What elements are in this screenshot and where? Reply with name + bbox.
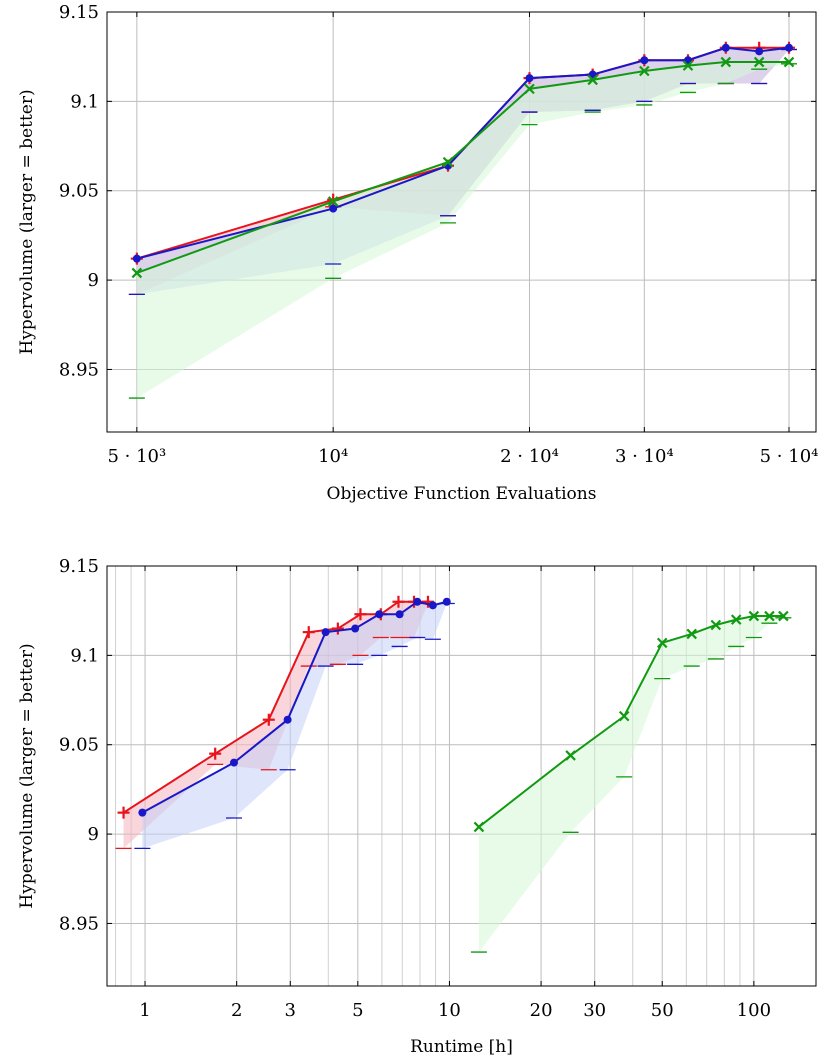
data-point-green (327, 196, 339, 207)
data-point-green (753, 56, 765, 68)
y-axis-title: Hypervolume (larger = better) (17, 643, 37, 908)
x-tick-label: 1 (139, 1000, 150, 1021)
data-point-blue (442, 597, 451, 606)
x-tick-label: 5 (352, 1000, 363, 1021)
x-tick-label: 100 (737, 1000, 771, 1021)
data-point-green (656, 637, 668, 649)
data-point-green (682, 60, 694, 71)
range-band-green (136, 62, 790, 399)
x-tick-label: 30 (583, 1000, 606, 1021)
series-line-red (123, 600, 428, 814)
x-tick-label: 10⁴ (318, 446, 348, 467)
range-band-blue (142, 601, 447, 849)
data-point-red (331, 622, 344, 635)
data-point-green (720, 56, 732, 68)
x-tick-label: 10 (438, 1000, 461, 1021)
data-point-blue (755, 47, 764, 56)
x-tick-label: 5 · 10³ (107, 446, 166, 467)
data-point-red (354, 608, 367, 621)
y-tick-label: 8.95 (59, 913, 99, 934)
y-tick-label: 8.95 (59, 359, 99, 380)
data-point-red (209, 747, 222, 760)
data-point-green (778, 610, 789, 622)
data-point-blue (132, 254, 141, 263)
data-point-green (565, 750, 576, 761)
series-line-blue (136, 46, 790, 260)
data-point-green (710, 619, 722, 631)
x-tick-label: 2 · 10⁴ (500, 446, 559, 467)
x-tick-label: 2 (231, 1000, 242, 1021)
data-point-blue (640, 56, 649, 65)
data-point-blue (413, 597, 422, 606)
data-point-red (117, 806, 130, 819)
data-point-green (524, 83, 535, 95)
data-point-blue (351, 624, 360, 633)
y-tick-label: 9.05 (59, 181, 99, 202)
x-axis-title: Objective Function Evaluations (327, 484, 597, 504)
data-point-green (686, 628, 698, 640)
data-point-green (730, 614, 742, 625)
series-line-green (478, 615, 784, 828)
data-point-green (131, 267, 143, 279)
chart-runtime: 1 2 3 5 10 20 30 50 100 8.95 9 9.05 9.1 9.15 Runtime [… (17, 556, 817, 1057)
x-axis-title: Runtime [h] (410, 1037, 513, 1057)
plot-frame (106, 565, 817, 987)
y-tick-label: 9 (88, 824, 99, 845)
chart-evaluations: 5 · 10³ 10⁴ 2 · 10⁴ 3 · 10⁴ 5 · 10⁴ 8.95 9 9.05… (17, 2, 819, 504)
y-tick-label: 9.15 (59, 556, 99, 577)
y-tick-label: 9.15 (59, 2, 99, 23)
data-point-red (392, 595, 405, 608)
data-point-blue (721, 43, 730, 52)
x-tick-label: 3 (285, 1000, 296, 1021)
data-point-green (783, 56, 795, 68)
data-point-green (764, 610, 775, 622)
data-point-green (618, 710, 630, 722)
data-point-green (748, 610, 760, 622)
series-line-green (136, 61, 790, 274)
data-point-blue (395, 610, 404, 619)
y-tick-label: 9.1 (70, 91, 99, 112)
data-point-green (639, 65, 650, 77)
series-line-blue (141, 600, 448, 814)
data-point-blue (329, 204, 338, 213)
data-point-blue (138, 808, 147, 817)
x-tick-label: 50 (651, 1000, 674, 1021)
data-point-blue (321, 628, 330, 637)
plot-frame (106, 11, 817, 433)
x-tick-label: 3 · 10⁴ (615, 446, 674, 467)
y-tick-label: 9.05 (59, 735, 99, 756)
data-point-green (473, 821, 485, 833)
data-point-green (587, 74, 598, 86)
data-point-red (302, 626, 315, 639)
y-axis-title: Hypervolume (larger = better) (17, 89, 37, 354)
data-point-green (442, 156, 454, 168)
y-tick-label: 9.1 (70, 645, 99, 666)
data-point-blue (785, 43, 794, 52)
y-tick-label: 9 (88, 270, 99, 291)
data-point-blue (428, 601, 437, 610)
range-band-red (123, 601, 428, 849)
data-point-red (262, 713, 275, 726)
range-band-green (478, 616, 784, 953)
x-tick-label: 5 · 10⁴ (760, 446, 819, 467)
data-point-blue (283, 715, 292, 724)
data-point-blue (230, 758, 239, 767)
x-tick-label: 20 (530, 1000, 553, 1021)
data-point-blue (525, 74, 534, 83)
data-point-blue (375, 610, 384, 619)
